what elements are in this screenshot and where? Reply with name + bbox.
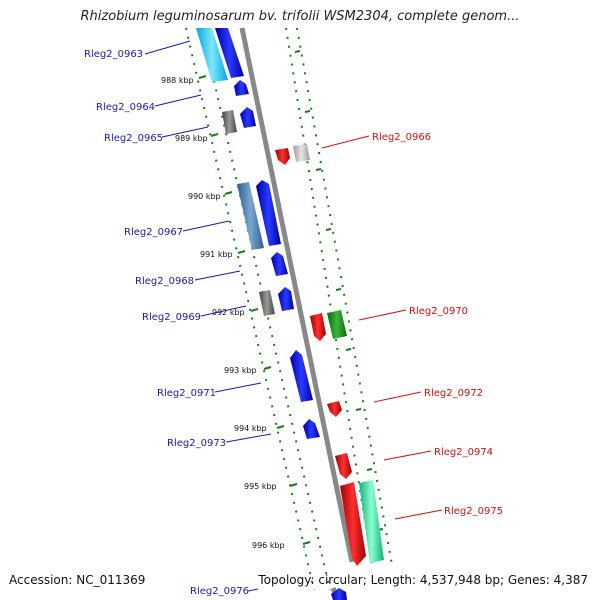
kbp-label-988: 988 kbp [161, 76, 194, 85]
kbp-label-993: 993 kbp [224, 366, 257, 375]
gene-label-rleg2-0964[interactable]: Rleg2_0964 [96, 102, 155, 113]
kbp-label-995: 995 kbp [244, 482, 277, 491]
genome-backbone [239, 27, 355, 563]
leader-rleg2-0970 [358, 309, 407, 321]
gene-label-rleg2-0971[interactable]: Rleg2_0971 [157, 388, 216, 399]
tick-r8 [366, 468, 373, 471]
tick-r4 [325, 228, 332, 231]
gene-rleg2-0968[interactable] [271, 252, 288, 276]
tick-r1 [294, 50, 301, 53]
leader-rleg2-0966 [321, 135, 370, 149]
leader-rleg2-0964 [154, 94, 202, 107]
gene-label-rleg2-0972[interactable]: Rleg2_0972 [424, 388, 483, 399]
kbp-label-990: 990 kbp [188, 192, 221, 201]
tick-988 [198, 75, 207, 79]
gene-rleg2-0964[interactable] [234, 80, 249, 96]
leader-rleg2-0972 [373, 391, 422, 403]
leader-rleg2-0963 [144, 40, 191, 55]
label-leaders-left [144, 40, 272, 592]
gene-labels-right: Rleg2_0966 Rleg2_0970 Rleg2_0972 Rleg2_0… [372, 132, 503, 517]
tick-r2 [304, 110, 311, 113]
label-leaders-right [321, 135, 443, 520]
kbp-label-989: 989 kbp [175, 134, 208, 143]
gene-rleg2-0967-a[interactable] [237, 182, 264, 250]
kbp-labels: 988 kbp 989 kbp 990 kbp 991 kbp 992 kbp … [161, 76, 285, 550]
leader-rleg2-0967 [182, 220, 230, 232]
kbp-label-992: 992 kbp [212, 308, 245, 317]
leader-rleg2-0974 [383, 450, 432, 461]
gene-rleg2-0967-b[interactable] [256, 180, 281, 246]
gene-rleg2-0974[interactable] [335, 453, 352, 479]
ring-right-inner [285, 27, 373, 566]
gene-rleg2-0963-b[interactable] [215, 28, 244, 78]
gene-rleg2-0972[interactable] [327, 401, 342, 417]
gene-rleg2-0975-b[interactable] [359, 480, 384, 563]
tick-r7 [355, 408, 362, 411]
gene-rleg2-0969-a[interactable] [259, 290, 275, 316]
gene-rleg2-0976[interactable] [331, 588, 347, 600]
leader-rleg2-0976 [247, 588, 259, 592]
tick-994 [276, 425, 285, 429]
tick-r5 [335, 288, 342, 291]
gene-rleg2-0970-a[interactable] [310, 313, 326, 341]
leader-rleg2-0975 [394, 509, 443, 520]
leader-rleg2-0969 [200, 305, 247, 317]
gene-rleg2-0965-a[interactable] [222, 110, 237, 134]
gene-rleg2-0965-b[interactable] [240, 107, 256, 128]
gene-rleg2-0975-a[interactable] [340, 482, 366, 566]
ring-right-outer [296, 27, 393, 566]
leader-rleg2-0968 [194, 270, 241, 281]
gene-label-rleg2-0968[interactable]: Rleg2_0968 [135, 276, 194, 287]
reverse-genes [275, 144, 384, 566]
tick-996 [302, 541, 311, 545]
gene-label-rleg2-0976[interactable]: Rleg2_0976 [190, 586, 249, 597]
gene-label-rleg2-0975[interactable]: Rleg2_0975 [444, 506, 503, 517]
gene-rleg2-0970-b[interactable] [327, 310, 347, 339]
gene-label-rleg2-0963[interactable]: Rleg2_0963 [84, 49, 143, 60]
leader-rleg2-0971 [214, 382, 262, 393]
tick-990 [224, 191, 233, 195]
tick-991 [237, 250, 246, 254]
gene-label-rleg2-0969[interactable]: Rleg2_0969 [142, 312, 201, 323]
gene-rleg2-0969-b[interactable] [278, 287, 294, 311]
tick-995 [289, 483, 298, 487]
gene-rleg2-0966-b[interactable] [293, 144, 310, 162]
gene-rleg2-0966-a[interactable] [275, 148, 290, 165]
tick-r3 [315, 168, 322, 171]
gene-label-rleg2-0967[interactable]: Rleg2_0967 [124, 227, 183, 238]
gene-label-rleg2-0973[interactable]: Rleg2_0973 [167, 438, 226, 449]
gene-label-rleg2-0970[interactable]: Rleg2_0970 [409, 306, 468, 317]
tick-992 [250, 308, 259, 312]
map-title: Rhizobium leguminosarum bv. trifolii WSM… [80, 9, 520, 24]
kbp-ticks [198, 50, 384, 545]
leader-rleg2-0965 [161, 126, 209, 138]
gene-rleg2-0973[interactable] [303, 419, 320, 439]
kbp-label-996: 996 kbp [252, 541, 285, 550]
ring-left-outer [185, 27, 315, 591]
gene-labels-left: Rleg2_0963 Rleg2_0964 Rleg2_0965 Rleg2_0… [84, 49, 249, 597]
tick-989 [210, 133, 219, 137]
leader-rleg2-0973 [225, 433, 272, 443]
accession-text: Accession: NC_011369 [9, 573, 146, 587]
gene-label-rleg2-0965[interactable]: Rleg2_0965 [104, 133, 163, 144]
kbp-label-994: 994 kbp [234, 424, 267, 433]
gene-label-rleg2-0966[interactable]: Rleg2_0966 [372, 132, 431, 143]
forward-genes [196, 28, 347, 600]
gene-rleg2-0971[interactable] [290, 350, 313, 402]
tick-r6 [345, 348, 352, 351]
tick-993 [263, 366, 272, 370]
kbp-label-991: 991 kbp [200, 250, 233, 259]
gene-label-rleg2-0974[interactable]: Rleg2_0974 [434, 447, 493, 458]
genome-summary-text: Topology: circular; Length: 4,537,948 bp… [258, 573, 588, 587]
gene-rleg2-0963-a[interactable] [196, 28, 228, 82]
